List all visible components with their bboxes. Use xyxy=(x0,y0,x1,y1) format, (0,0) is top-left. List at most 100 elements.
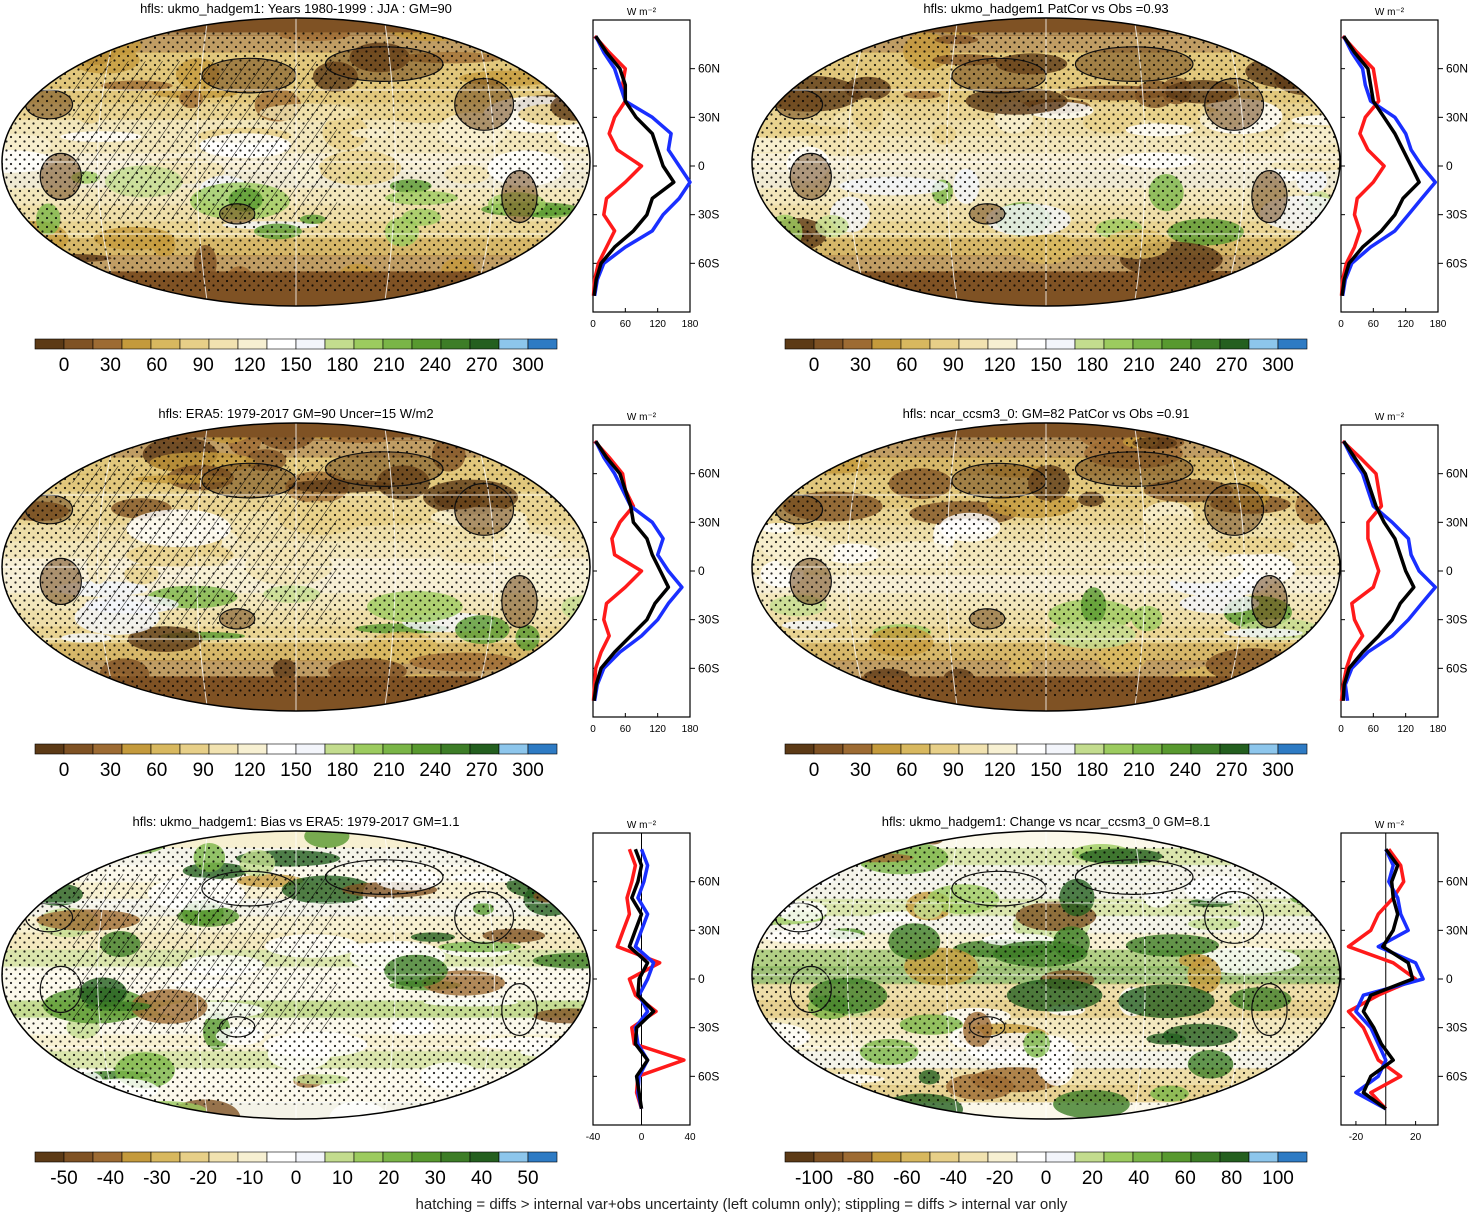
field-blob xyxy=(523,23,573,54)
colorbar-label: 210 xyxy=(373,760,405,781)
footnote: hatching = diffs > internal var+obs unce… xyxy=(415,1196,1068,1213)
zonal-profile: W m⁻² 60N 30N 0 30S 60S -20 20 xyxy=(1340,820,1468,1143)
colorbar-label: 40 xyxy=(471,1168,492,1189)
y-tick-label: 60N xyxy=(1446,62,1468,76)
colorbar-swatch xyxy=(150,338,181,350)
x-tick-label: 60 xyxy=(620,724,632,735)
colorbar-swatch xyxy=(1248,743,1279,755)
field-blob xyxy=(1254,689,1310,701)
colorbar-swatch xyxy=(1103,338,1134,350)
colorbar-label: 210 xyxy=(1123,355,1155,376)
colorbar: 0 30 60 90 120 150 180 210 240 270 300 xyxy=(784,338,1308,376)
profile-line-diff xyxy=(615,848,686,1110)
colorbar-swatch xyxy=(469,338,500,350)
colorbar-swatch xyxy=(1190,743,1221,755)
colorbar-swatch xyxy=(929,1151,960,1163)
panel-1: hfls: ukmo_hadgem1: Years 1980-1999 : JJ… xyxy=(1,1,720,376)
colorbar-label: 60 xyxy=(896,355,917,376)
field-blob xyxy=(1242,672,1316,709)
x-tick-label: 0 xyxy=(1338,724,1344,735)
y-tick-label: 60N xyxy=(698,875,720,889)
colorbar-swatch xyxy=(929,743,960,755)
colorbar-swatch xyxy=(324,743,355,755)
map-outline xyxy=(1,17,591,307)
x-tick-label: 0 xyxy=(590,319,596,330)
hatching xyxy=(72,61,338,220)
colorbar-swatch xyxy=(237,1151,268,1163)
colorbar-swatch xyxy=(1016,338,1047,350)
field-blob xyxy=(4,1102,104,1119)
colorbar-swatch xyxy=(295,338,326,350)
profile-line-model xyxy=(627,848,656,1110)
units-label: W m⁻² xyxy=(1375,820,1405,831)
zonal-profile: W m⁻² 60N 30N 0 30S 60S 0 60 120 180 xyxy=(590,412,720,735)
colorbar-swatch xyxy=(958,1151,989,1163)
colorbar-swatch xyxy=(179,1151,210,1163)
colorbar-label: 0 xyxy=(59,355,70,376)
colorbar-label: -80 xyxy=(847,1168,874,1189)
y-tick-label: 30S xyxy=(698,208,719,222)
map xyxy=(752,831,1340,1119)
colorbar-label: 0 xyxy=(809,355,820,376)
field-blob xyxy=(839,425,926,434)
hatching xyxy=(72,466,338,625)
hatching xyxy=(72,874,338,1033)
colorbar-swatch xyxy=(1219,743,1250,755)
colorbar-label: 30 xyxy=(100,355,121,376)
panel-title: hfls: ukmo_hadgem1: Bias vs ERA5: 1979-2… xyxy=(133,814,460,829)
panel-5: hfls: ukmo_hadgem1: Bias vs ERA5: 1979-2… xyxy=(1,814,720,1189)
field-blob xyxy=(538,1075,582,1098)
map xyxy=(2,18,590,306)
colorbar-label: 150 xyxy=(280,355,312,376)
colorbar-label: 300 xyxy=(1262,760,1294,781)
y-tick-label: 30S xyxy=(698,613,719,627)
colorbar-label: 180 xyxy=(1077,760,1109,781)
colorbar-label: -50 xyxy=(50,1168,77,1189)
colorbar-swatch xyxy=(92,338,123,350)
field-blob xyxy=(1307,473,1338,504)
colorbar-label: 30 xyxy=(850,355,871,376)
colorbar-label: 270 xyxy=(466,355,498,376)
y-tick-label: 60S xyxy=(698,661,719,675)
colorbar-label: 80 xyxy=(1221,1168,1242,1189)
colorbar-swatch xyxy=(842,1151,873,1163)
colorbar-swatch xyxy=(92,1151,123,1163)
field-blob xyxy=(50,18,92,47)
colorbar-swatch xyxy=(1190,338,1221,350)
colorbar-swatch xyxy=(1045,338,1076,350)
colorbar-swatch xyxy=(842,743,873,755)
colorbar-label: 150 xyxy=(280,760,312,781)
y-tick-label: 30N xyxy=(1446,515,1468,529)
colorbar-swatch xyxy=(1132,338,1163,350)
colorbar-label: 60 xyxy=(896,760,917,781)
colorbar-swatch xyxy=(1132,1151,1163,1163)
x-tick-label: 0 xyxy=(590,724,596,735)
colorbar-label: -30 xyxy=(143,1168,170,1189)
colorbar-swatch xyxy=(63,338,94,350)
colorbar-label: 60 xyxy=(146,355,167,376)
colorbar-swatch xyxy=(1045,743,1076,755)
colorbar-swatch xyxy=(1219,1151,1250,1163)
colorbar-swatch xyxy=(900,1151,931,1163)
colorbar-swatch xyxy=(987,1151,1018,1163)
colorbar-swatch xyxy=(411,743,442,755)
colorbar-swatch xyxy=(987,338,1018,350)
colorbar-swatch xyxy=(1190,1151,1221,1163)
y-tick-label: 30S xyxy=(1446,208,1467,222)
colorbar-swatch xyxy=(1277,743,1308,755)
colorbar-swatch xyxy=(237,743,268,755)
colorbar-label: 30 xyxy=(425,1168,446,1189)
y-tick-label: 0 xyxy=(1446,159,1453,173)
colorbar-swatch xyxy=(92,743,123,755)
field-blob xyxy=(566,486,590,512)
colorbar-label: 180 xyxy=(327,760,359,781)
colorbar-swatch xyxy=(34,338,65,350)
colorbar-swatch xyxy=(150,1151,181,1163)
field-blob xyxy=(784,1092,883,1119)
colorbar-swatch xyxy=(440,743,471,755)
y-tick-label: 60N xyxy=(1446,467,1468,481)
colorbar-swatch xyxy=(527,1151,558,1163)
profile-line-model xyxy=(592,440,671,702)
colorbar-swatch xyxy=(498,743,529,755)
